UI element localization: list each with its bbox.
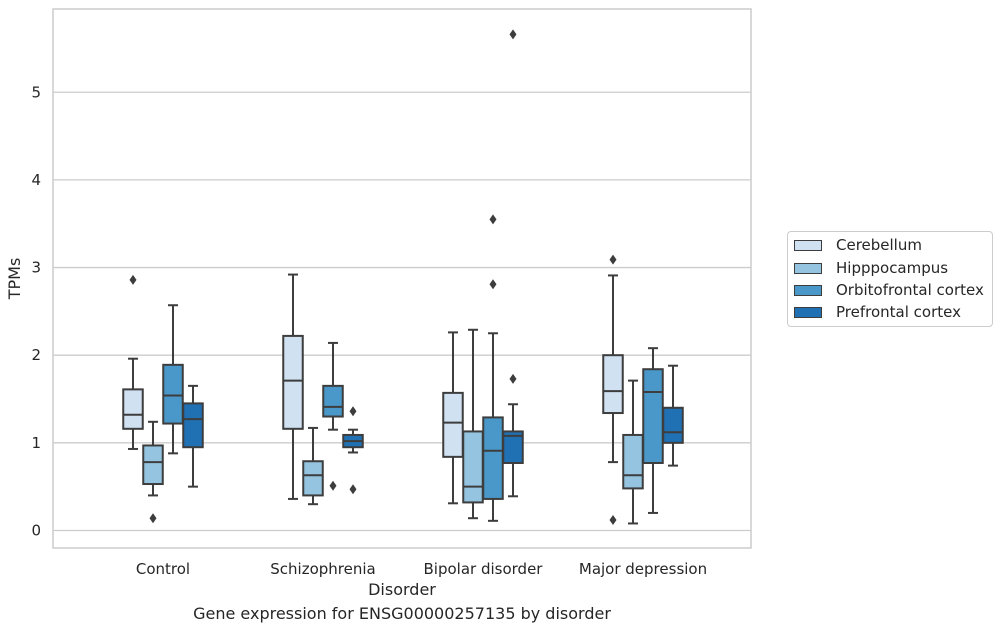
legend-label-orbitofrontal-cortex: Orbitofrontal cortex xyxy=(836,281,984,299)
box-3-3-iqr xyxy=(662,406,684,444)
box-0-3-iqr xyxy=(602,354,624,415)
y-axis-title: TPMs xyxy=(5,258,24,301)
box-1-2-iqr xyxy=(462,430,484,504)
box-0-2-iqr xyxy=(442,391,464,458)
box-2-2-iqr xyxy=(482,416,504,500)
legend-item-cerebellum: Cerebellum xyxy=(794,235,922,255)
box-2-0-iqr xyxy=(162,363,184,425)
legend: Cerebellum Hipppocampus Orbitofrontal co… xyxy=(787,231,993,327)
box-3-1-outlier-1 xyxy=(349,406,357,417)
x-tick-label-3: Major depression xyxy=(579,560,707,578)
box-0-0-iqr xyxy=(122,388,144,430)
legend-item-orbitofrontal-cortex: Orbitofrontal cortex xyxy=(794,280,984,300)
box-0-0-outlier-0 xyxy=(129,274,137,285)
legend-swatch-hipppocampus xyxy=(794,262,822,274)
legend-swatch-prefrontal-cortex xyxy=(794,306,822,318)
figure-caption: Gene expression for ENSG00000257135 by d… xyxy=(193,604,611,623)
legend-item-hipppocampus: Hipppocampus xyxy=(794,258,948,278)
box-2-1-iqr xyxy=(322,384,344,418)
y-tick-label-1: 1 xyxy=(31,434,41,452)
legend-item-prefrontal-cortex: Prefrontal cortex xyxy=(794,302,961,322)
legend-label-hipppocampus: Hipppocampus xyxy=(836,259,949,277)
box-3-0-iqr xyxy=(182,402,204,449)
box-1-3-iqr xyxy=(622,433,644,490)
box-0-1-iqr xyxy=(282,334,304,430)
box-3-2-outlier-1 xyxy=(509,29,517,40)
box-1-1-iqr xyxy=(302,460,324,497)
y-tick-label-5: 5 xyxy=(31,83,41,101)
legend-label-cerebellum: Cerebellum xyxy=(836,236,922,254)
plot-frame xyxy=(52,8,752,549)
box-1-0-outlier-0 xyxy=(149,513,157,524)
y-tick-label-2: 2 xyxy=(31,346,41,364)
box-0-3-outlier-1 xyxy=(609,254,617,265)
box-2-3-iqr xyxy=(642,368,664,464)
x-axis-title: Disorder xyxy=(368,580,436,599)
y-tick-label-3: 3 xyxy=(31,259,41,277)
box-2-2-outlier-0 xyxy=(489,279,497,290)
box-0-3-outlier-0 xyxy=(609,514,617,525)
box-1-0-iqr xyxy=(142,444,164,486)
y-tick-label-0: 0 xyxy=(31,521,41,539)
y-tick-label-4: 4 xyxy=(31,171,41,189)
box-3-2-iqr xyxy=(502,430,524,464)
legend-swatch-cerebellum xyxy=(794,239,822,251)
x-tick-label-0: Control xyxy=(136,560,190,578)
x-tick-label-2: Bipolar disorder xyxy=(424,560,544,578)
box-3-1-outlier-0 xyxy=(349,484,357,495)
box-2-2-outlier-1 xyxy=(489,214,497,225)
x-tick-label-1: Schizophrenia xyxy=(270,560,375,578)
box-3-2-outlier-0 xyxy=(509,373,517,384)
legend-label-prefrontal-cortex: Prefrontal cortex xyxy=(836,303,961,321)
box-2-1-outlier-0 xyxy=(329,480,337,491)
legend-swatch-orbitofrontal-cortex xyxy=(794,284,822,296)
